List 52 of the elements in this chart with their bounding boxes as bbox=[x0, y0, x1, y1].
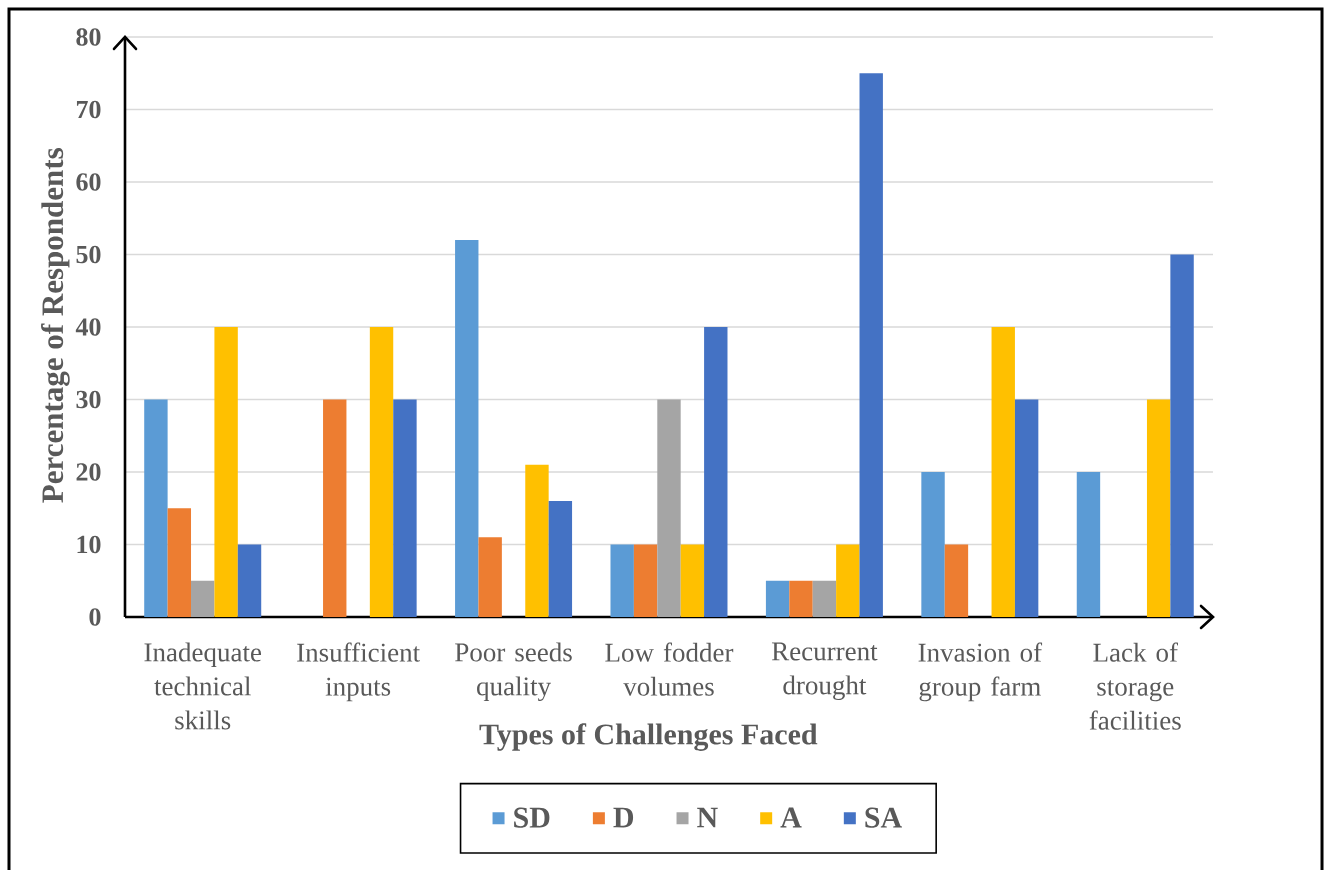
bar bbox=[836, 544, 860, 617]
bar bbox=[991, 327, 1015, 617]
y-tick-label: 20 bbox=[76, 463, 101, 481]
y-tick-label: 30 bbox=[76, 390, 101, 409]
x-tick-label: Invasion of group farm bbox=[918, 642, 1043, 702]
x-tick-label: Inadequate technical skills bbox=[144, 642, 262, 730]
bar bbox=[167, 508, 192, 617]
y-tick-label: 10 bbox=[77, 535, 101, 554]
y-tick-label: 50 bbox=[76, 245, 101, 264]
bar bbox=[789, 580, 813, 617]
legend-label: SA bbox=[865, 807, 902, 828]
bar bbox=[765, 580, 790, 617]
legend-label: N bbox=[697, 807, 718, 828]
bar bbox=[237, 544, 262, 617]
x-tick-label: Lack of storage facilities bbox=[1089, 642, 1181, 730]
bar bbox=[657, 399, 681, 617]
y-axis-title: Percentage of Respondents bbox=[41, 148, 70, 503]
legend-label: A bbox=[780, 807, 802, 828]
bar bbox=[704, 327, 728, 617]
bar bbox=[921, 472, 945, 617]
bar bbox=[680, 544, 705, 617]
x-tick-label: Recurrent drought bbox=[771, 642, 878, 701]
y-tick-label: 70 bbox=[76, 100, 101, 119]
bar bbox=[1170, 254, 1194, 617]
bar bbox=[859, 73, 883, 617]
bar bbox=[191, 580, 215, 617]
bar bbox=[393, 399, 417, 617]
x-tick-label: Low fodder volumes bbox=[605, 642, 734, 696]
y-tick-label: 0 bbox=[89, 608, 101, 626]
bar bbox=[455, 240, 479, 617]
y-tick-label: 60 bbox=[76, 173, 101, 191]
y-tick-label: 40 bbox=[75, 318, 101, 336]
bar bbox=[1146, 399, 1171, 617]
x-tick-label: Poor seeds quality bbox=[455, 642, 572, 702]
bar bbox=[633, 544, 658, 617]
bar bbox=[1076, 472, 1101, 617]
x-axis-title: Types of Challenges Faced bbox=[479, 723, 818, 751]
bar bbox=[323, 399, 347, 617]
bar bbox=[214, 327, 238, 617]
bar bbox=[369, 327, 394, 617]
bar bbox=[144, 399, 168, 617]
bar bbox=[812, 580, 837, 617]
bar bbox=[478, 537, 502, 617]
y-tick-label: 80 bbox=[76, 28, 101, 46]
bar bbox=[548, 501, 573, 617]
bar bbox=[525, 464, 549, 617]
bar bbox=[944, 544, 969, 617]
legend-label: D bbox=[613, 807, 634, 828]
legend-label: SD bbox=[514, 807, 550, 828]
x-tick-label: Insufficient inputs bbox=[297, 642, 420, 702]
bar bbox=[1014, 399, 1039, 617]
bar bbox=[610, 544, 634, 617]
